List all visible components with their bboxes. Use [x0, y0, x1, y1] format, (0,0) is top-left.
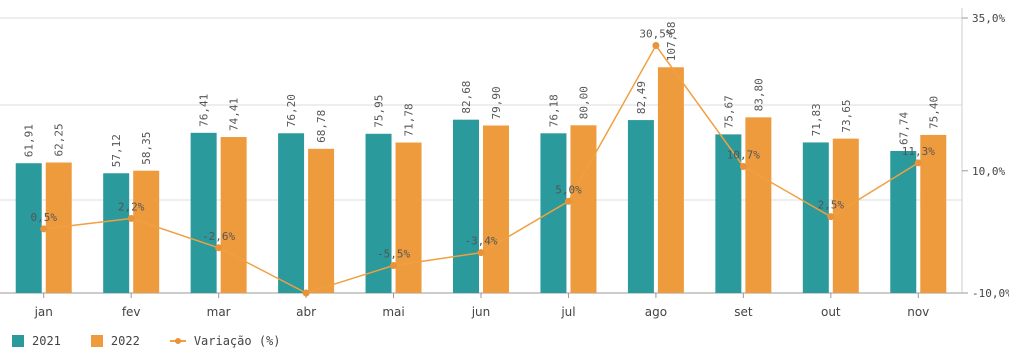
variacao-label-out: 2,5% [818, 199, 845, 212]
variacao-label-set: 10,7% [727, 149, 760, 162]
bar-2022-fev [133, 170, 160, 293]
data-label-2021-jun: 82,68 [460, 81, 473, 114]
variacao-point-jul [564, 197, 572, 205]
data-label-2021-ago: 82,49 [635, 81, 648, 114]
data-label-2022-mar: 74,41 [228, 98, 241, 131]
x-tick-label-ago: ago [645, 305, 667, 319]
bar-2021-fev [103, 173, 130, 293]
data-label-2022-mai: 71,78 [403, 103, 416, 136]
variacao-label-mai: -5,5% [377, 248, 410, 261]
x-tick-label-fev: fev [122, 305, 141, 319]
legend-item-2021[interactable]: 2021 [12, 334, 61, 348]
variacao-point-out [827, 213, 835, 221]
bar-2021-out [802, 142, 829, 293]
bar-2021-mar [190, 132, 217, 293]
legend-label-2021: 2021 [32, 334, 61, 348]
data-label-2021-out: 71,83 [810, 103, 823, 136]
data-label-2022-nov: 75,40 [927, 96, 940, 129]
variacao-point-abr [302, 289, 310, 297]
bar-2022-nov [920, 134, 947, 293]
data-label-2022-ago: 107,68 [665, 22, 678, 62]
data-label-2022-set: 83,80 [752, 78, 765, 111]
variacao-point-fev [127, 214, 135, 222]
legend-label-variacao: Variação (%) [193, 334, 281, 348]
data-label-2021-set: 75,67 [722, 95, 735, 128]
x-tick-label-set: set [734, 305, 753, 319]
variacao-point-ago [652, 42, 660, 49]
bar-2022-mai [395, 142, 422, 293]
data-label-2021-fev: 57,12 [110, 134, 123, 167]
x-tick-label-abr: abr [296, 305, 316, 319]
variacao-point-mai [390, 262, 398, 269]
legend-swatch-variacao [169, 335, 186, 347]
data-label-2021-mai: 75,95 [373, 95, 386, 128]
variacao-label-fev: 2,2% [118, 200, 145, 213]
variacao-point-jun [477, 249, 485, 257]
bar-2021-nov [890, 150, 917, 293]
legend-label-2022: 2022 [110, 334, 140, 348]
x-tick-label-mar: mar [207, 305, 231, 319]
data-label-2022-jan: 62,25 [53, 123, 66, 156]
data-label-2022-abr: 68,78 [315, 110, 328, 143]
variacao-point-nov [914, 159, 922, 167]
y-right-tick-label: 35,0% [972, 12, 1005, 25]
x-tick-label-jun: jun [471, 305, 491, 319]
bar-2021-set [715, 134, 742, 293]
bar-2021-mai [365, 133, 392, 293]
y-right-tick-label: -10,0% [972, 287, 1009, 300]
data-label-2022-jun: 79,90 [490, 86, 503, 119]
legend-swatch-2021 [12, 335, 24, 347]
legend-item-2022[interactable]: 2022 [90, 334, 140, 348]
variacao-label-jul: 5,0% [555, 183, 582, 196]
data-label-2022-jul: 80,00 [577, 86, 590, 119]
variacao-point-mar [215, 244, 223, 252]
variacao-point-set [739, 163, 747, 170]
legend-item-variacao[interactable]: Variação (%) [169, 334, 281, 348]
bar-2022-mar [220, 137, 247, 293]
x-tick-label-jan: jan [34, 305, 53, 319]
variacao-label-ago: 30,5% [639, 28, 672, 41]
x-tick-label-mai: mai [382, 305, 404, 319]
variacao-label-jun: -3,4% [464, 235, 497, 248]
bar-2022-jul [570, 125, 597, 293]
bar-2022-out [832, 138, 859, 293]
y-right-tick-label: 10,0% [972, 165, 1005, 178]
x-tick-label-out: out [821, 305, 841, 319]
data-label-2021-mar: 76,41 [198, 94, 211, 127]
data-label-2022-out: 73,65 [840, 99, 853, 132]
variacao-label-mar: -2,6% [202, 230, 235, 243]
legend-swatch-2022 [90, 335, 103, 347]
chart-legend: 2021 2022 Variação (%) [12, 334, 281, 348]
bar-2021-jun [453, 119, 479, 293]
data-label-2021-jul: 76,18 [547, 94, 560, 127]
variacao-label-nov: 11,3% [902, 145, 935, 158]
bar-2021-abr [278, 133, 305, 293]
data-label-2021-nov: 67,74 [897, 112, 910, 145]
bar-2022-abr [308, 148, 335, 293]
bar-2022-ago [657, 67, 684, 293]
variacao-point-jan [40, 225, 48, 233]
bar-2022-set [745, 117, 772, 293]
data-label-2021-abr: 76,20 [285, 94, 298, 127]
x-tick-label-nov: nov [907, 305, 929, 319]
bar-2021-jul [540, 133, 567, 293]
bar-2021-ago [627, 120, 654, 294]
x-tick-label-jul: jul [560, 305, 575, 319]
bar-2022-jun [483, 125, 509, 294]
data-label-2021-jan: 61,91 [23, 124, 36, 157]
variacao-label-jan: 0,5% [30, 211, 57, 224]
bar-2021-jan [15, 163, 42, 293]
data-label-2022-fev: 58,35 [140, 132, 153, 165]
